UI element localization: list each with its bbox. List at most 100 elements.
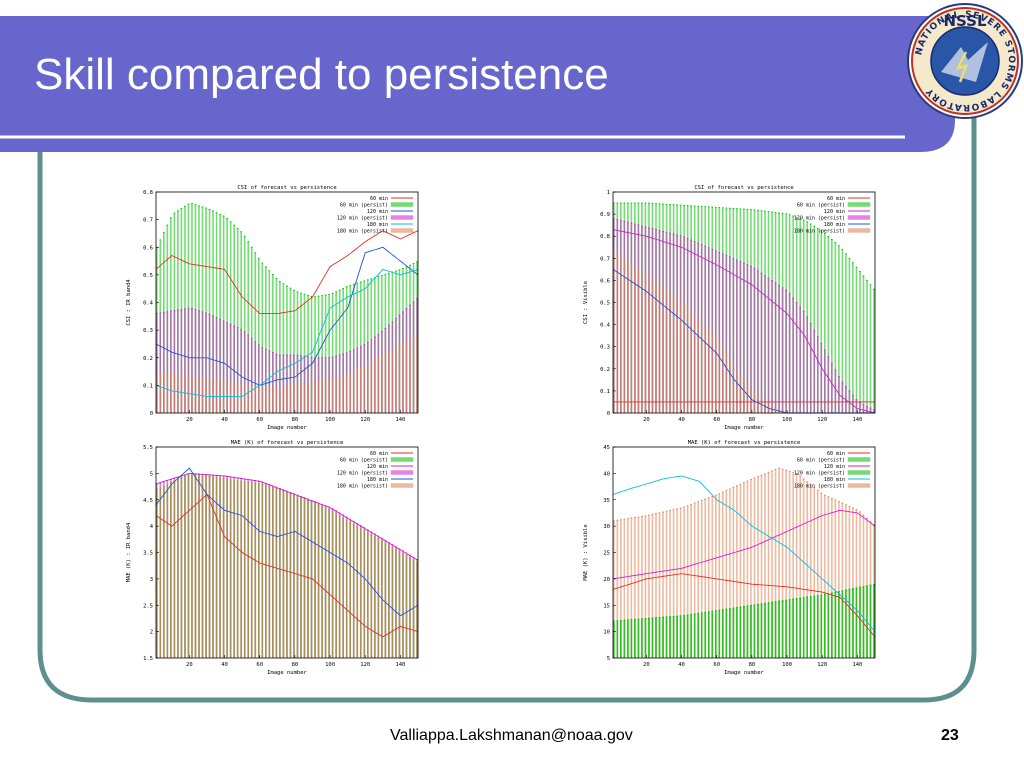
bar xyxy=(416,561,418,658)
bar xyxy=(707,611,710,658)
chart-csi-ir: 0 0.1 0.2 0.3 0.4 0.5 0.6 0.7 0.8 20 40 60 80 100 120 1… xyxy=(118,180,423,435)
bar xyxy=(289,354,292,413)
bar xyxy=(156,313,158,413)
y-tick-label: 0.7 xyxy=(600,256,610,262)
bar xyxy=(268,388,271,413)
bar xyxy=(215,317,218,413)
bar xyxy=(296,385,299,413)
bar xyxy=(831,239,833,413)
series-line xyxy=(612,229,876,414)
x-tick-label: 140 xyxy=(852,417,862,423)
bar xyxy=(774,282,777,413)
y-tick-label: 0.7 xyxy=(143,218,153,224)
x-tick-label: 20 xyxy=(643,417,650,423)
bar xyxy=(257,483,260,658)
bar xyxy=(767,404,770,413)
bar xyxy=(250,247,253,413)
bar xyxy=(834,500,837,658)
bar xyxy=(352,524,355,658)
bar xyxy=(831,592,833,658)
bar xyxy=(240,329,243,413)
bar xyxy=(750,605,752,658)
bar xyxy=(725,490,728,658)
bar xyxy=(630,518,633,658)
bar xyxy=(166,311,169,413)
bar xyxy=(620,620,622,658)
bar xyxy=(831,363,833,413)
bar xyxy=(275,388,278,413)
bar xyxy=(820,493,823,658)
bar xyxy=(722,348,724,413)
y-tick-label: 30 xyxy=(603,524,610,530)
bar xyxy=(736,260,738,413)
bar xyxy=(268,270,271,413)
bar xyxy=(184,475,186,658)
bar xyxy=(208,476,211,658)
bar xyxy=(873,584,875,658)
bar xyxy=(265,388,267,413)
bar xyxy=(226,218,228,413)
footer-email[interactable]: Valliappa.Lakshmanan@noaa.gov xyxy=(390,727,633,744)
bar xyxy=(226,322,228,413)
bar-series xyxy=(613,467,875,658)
bar xyxy=(778,601,780,658)
bar xyxy=(254,252,257,413)
bar xyxy=(644,618,647,658)
bar xyxy=(293,354,295,413)
bar xyxy=(852,507,854,658)
chart-mae-visible: 5 10 15 20 25 30 35 40 45 20 40 60 80 100 120 140 MAE (K… xyxy=(575,435,880,680)
bar xyxy=(658,617,661,658)
bar xyxy=(257,345,260,413)
bar xyxy=(391,349,394,413)
bar xyxy=(395,347,397,413)
bar xyxy=(827,356,830,413)
legend-swatch xyxy=(390,470,414,475)
y-tick-label: 0.5 xyxy=(143,273,153,279)
legend-swatch xyxy=(847,457,871,462)
bar xyxy=(655,617,657,658)
x-tick-label: 120 xyxy=(360,417,370,423)
bar xyxy=(809,484,812,658)
bar xyxy=(384,543,387,658)
bar xyxy=(191,308,193,413)
bar xyxy=(342,288,344,413)
x-tick-label: 60 xyxy=(256,662,263,668)
bar xyxy=(194,204,197,413)
bar xyxy=(859,271,861,413)
bar xyxy=(648,618,650,658)
bar xyxy=(792,599,794,658)
bar xyxy=(679,615,682,658)
y-tick-label: 0.1 xyxy=(600,389,610,395)
bar xyxy=(637,516,640,658)
bar xyxy=(300,293,302,413)
bar xyxy=(293,385,295,413)
bar xyxy=(739,607,742,658)
bar xyxy=(184,308,186,413)
bar xyxy=(349,521,352,658)
bar xyxy=(693,613,696,658)
bar xyxy=(289,288,292,413)
y-tick-label: 25 xyxy=(603,551,610,557)
y-tick-label: 10 xyxy=(603,630,610,636)
bar xyxy=(163,374,165,413)
bar xyxy=(644,515,647,658)
bar xyxy=(359,528,362,658)
bar xyxy=(307,295,309,413)
legend-entry: 120 min (persist) xyxy=(337,216,388,222)
bar xyxy=(303,383,306,413)
x-tick-label: 40 xyxy=(221,417,228,423)
bar xyxy=(405,555,408,658)
bar xyxy=(163,312,165,413)
bar xyxy=(648,515,650,658)
bar xyxy=(279,387,281,413)
legend-entry: 60 min xyxy=(827,451,845,457)
bar xyxy=(212,476,214,658)
bar xyxy=(616,620,619,658)
bar xyxy=(370,362,373,413)
bar xyxy=(402,343,404,413)
bar xyxy=(338,515,341,658)
bar xyxy=(665,617,668,658)
bar xyxy=(743,379,745,413)
bar xyxy=(159,374,162,413)
bar xyxy=(215,212,218,413)
